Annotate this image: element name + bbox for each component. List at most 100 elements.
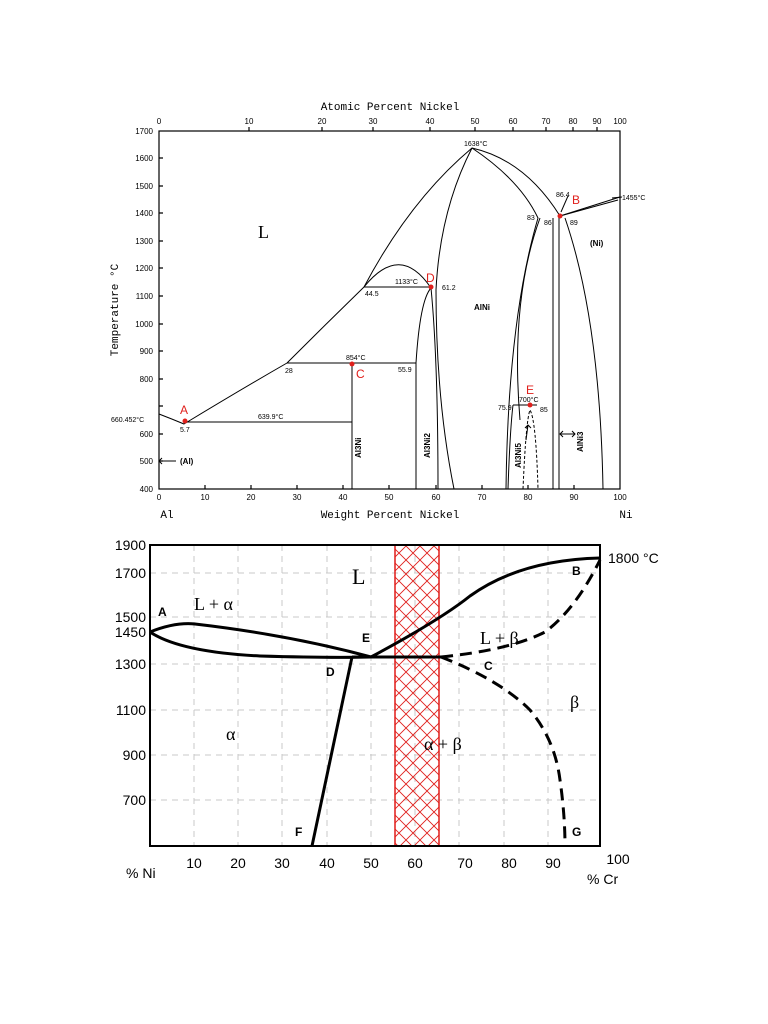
point-b-label: B (572, 193, 580, 207)
y-tick: 1700 (115, 565, 146, 581)
y-tick: 1300 (135, 237, 153, 246)
y-tick: 1900 (115, 537, 146, 553)
annotation-1638: 1638°C (464, 140, 487, 148)
phase-alpha: α (226, 724, 236, 744)
y-tick: 1300 (115, 656, 146, 672)
x-start-label: % Ni (126, 865, 156, 881)
x-tick: 0 (157, 493, 162, 502)
grid-vertical (193, 545, 549, 846)
liquidus-alpha (149, 622, 372, 659)
point-labels-2: A B C D E F G (158, 564, 581, 839)
phase-l-beta: L + β (480, 628, 519, 648)
phase-lines-2 (149, 556, 602, 847)
x-tick: 50 (385, 493, 394, 502)
phase-labels: L AlNi (Ni) (Al) Al3Ni Al3Ni2 Al3Ni5 AlN… (180, 222, 604, 468)
x-tick: 80 (524, 493, 533, 502)
liquidus-beta (370, 556, 601, 659)
phase-alpha-beta: α + β (424, 734, 462, 754)
y-tick: 1100 (136, 292, 154, 301)
point-e-label-2: E (362, 631, 370, 645)
point-b-marker (557, 213, 563, 219)
x-tick: 40 (319, 855, 335, 871)
al3ni2-field (415, 286, 439, 490)
al-arrow-icon (158, 457, 176, 465)
x-tick: 40 (339, 493, 348, 502)
annotation-89: 89 (570, 220, 578, 227)
y-tick: 1450 (115, 624, 146, 640)
top-tick: 60 (509, 117, 518, 126)
y-tick: 800 (140, 375, 154, 384)
annotation-5-7: 5.7 (180, 427, 190, 434)
phase-l-alpha: L + α (194, 594, 233, 614)
y-tick: 600 (140, 430, 154, 439)
ni-solvus (564, 217, 604, 490)
y-tick: 900 (123, 747, 147, 763)
y-axis-title: Temperature °C (110, 263, 122, 356)
phase-labels-2: L L + α L + β α β α + β (194, 564, 579, 754)
y-tick: 1200 (135, 264, 153, 273)
left-tick-marks (159, 157, 163, 462)
hatched-composition-band (394, 544, 440, 847)
point-d-label: D (426, 271, 435, 285)
phase-al3ni5: Al3Ni5 (514, 443, 523, 468)
point-c-label-2: C (484, 659, 493, 673)
al3ni5-arrow-icon (524, 424, 532, 441)
al3ni5-dashed (522, 408, 539, 490)
top-tick: 80 (569, 117, 578, 126)
top-tick: 90 (593, 117, 602, 126)
x-tick: 90 (545, 855, 561, 871)
point-f-label-2: F (295, 825, 302, 839)
x-tick: 80 (501, 855, 517, 871)
x-tick: 10 (201, 493, 210, 502)
point-a-label-2: A (158, 605, 167, 619)
alni-lower-right (517, 217, 541, 421)
phase-al3ni2: Al3Ni2 (423, 433, 432, 458)
phase-alni: AlNi (474, 303, 490, 312)
y-tick: 700 (123, 792, 147, 808)
top-tick: 20 (318, 117, 327, 126)
phase-liquid-2: L (352, 564, 365, 589)
point-e-marker (527, 402, 533, 408)
x-tick-end: 100 (606, 851, 630, 867)
al3ni5-left (507, 404, 514, 490)
point-a-marker (182, 418, 188, 424)
alni-left-boundary (435, 147, 473, 490)
x-axis-ticks-2: 10 20 30 40 50 60 70 80 90 100 (186, 851, 630, 871)
annotation-83: 83 (527, 215, 535, 222)
annotation-44-5: 44.5 (365, 291, 379, 298)
phase-liquid: L (258, 222, 269, 242)
left-element-label: Al (160, 510, 173, 522)
point-d-label-2: D (326, 665, 335, 679)
solidus-ni (559, 199, 619, 217)
annotation-639: 639.9°C (258, 413, 283, 421)
x-tick: 20 (247, 493, 256, 502)
ni-cr-phase-diagram: 1900 1700 1500 1450 1300 1100 900 700 10… (115, 537, 659, 887)
top-axis-ticks: 0 10 20 30 40 50 60 70 80 90 100 (157, 117, 627, 126)
liquidus-dome (363, 147, 561, 288)
annotation-28: 28 (285, 368, 293, 375)
annotation-1455: 1455°C (622, 194, 645, 202)
alpha-solvus (310, 656, 354, 847)
x-tick: 60 (432, 493, 441, 502)
annotation-700: 700°C (519, 396, 539, 404)
y-tick: 1500 (115, 609, 146, 625)
y-tick: 1600 (135, 154, 153, 163)
y-axis-ticks-2: 1900 1700 1500 1450 1300 1100 900 700 (115, 537, 146, 808)
bottom-tick-marks (204, 485, 575, 489)
solidus-alpha (149, 630, 372, 659)
phase-al: (Al) (180, 457, 194, 466)
x-tick: 100 (613, 493, 627, 502)
x-tick: 30 (274, 855, 290, 871)
annotation-86: 86 (544, 220, 552, 227)
point-c-label: C (356, 367, 365, 381)
x-tick: 90 (570, 493, 579, 502)
annotation-660: 660.452°C (111, 416, 144, 424)
y-tick: 500 (140, 457, 154, 466)
top-right-temperature: 1800 °C (608, 550, 659, 566)
phase-boundaries (158, 147, 623, 490)
x-tick: 70 (478, 493, 487, 502)
point-c-marker (349, 361, 355, 367)
point-g-label-2: G (572, 825, 581, 839)
y-tick: 1100 (116, 702, 146, 718)
